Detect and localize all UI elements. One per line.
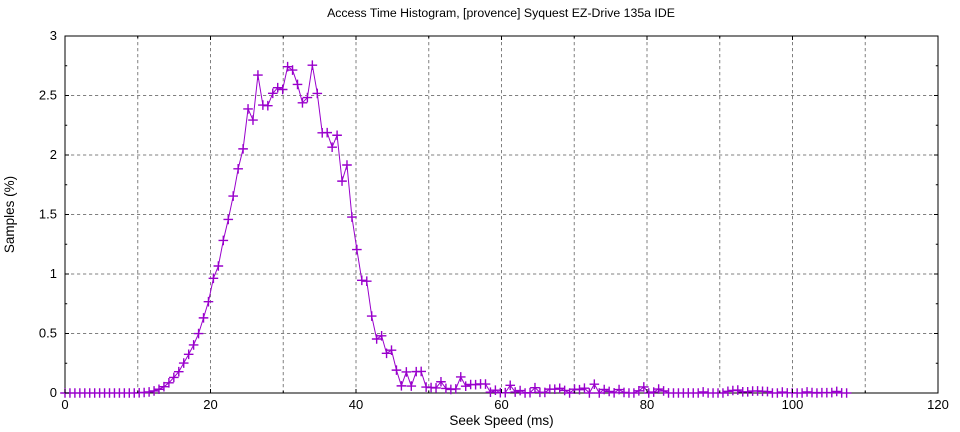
svg-text:Samples (%): Samples (%) [2, 176, 17, 253]
svg-text:40: 40 [349, 397, 363, 412]
svg-text:0: 0 [61, 397, 68, 412]
svg-text:0.5: 0.5 [39, 326, 57, 341]
svg-text:3: 3 [50, 28, 57, 43]
svg-text:100: 100 [782, 397, 804, 412]
svg-text:1: 1 [50, 266, 57, 281]
svg-text:2: 2 [50, 147, 57, 162]
svg-text:60: 60 [494, 397, 508, 412]
svg-text:1.5: 1.5 [39, 207, 57, 222]
svg-text:2.5: 2.5 [39, 88, 57, 103]
svg-text:Access Time Histogram, [proven: Access Time Histogram, [provence] Syques… [327, 6, 675, 20]
svg-text:Seek Speed (ms): Seek Speed (ms) [449, 413, 553, 428]
svg-text:20: 20 [203, 397, 217, 412]
svg-text:0: 0 [50, 385, 57, 400]
svg-text:120: 120 [927, 397, 949, 412]
svg-text:80: 80 [640, 397, 654, 412]
